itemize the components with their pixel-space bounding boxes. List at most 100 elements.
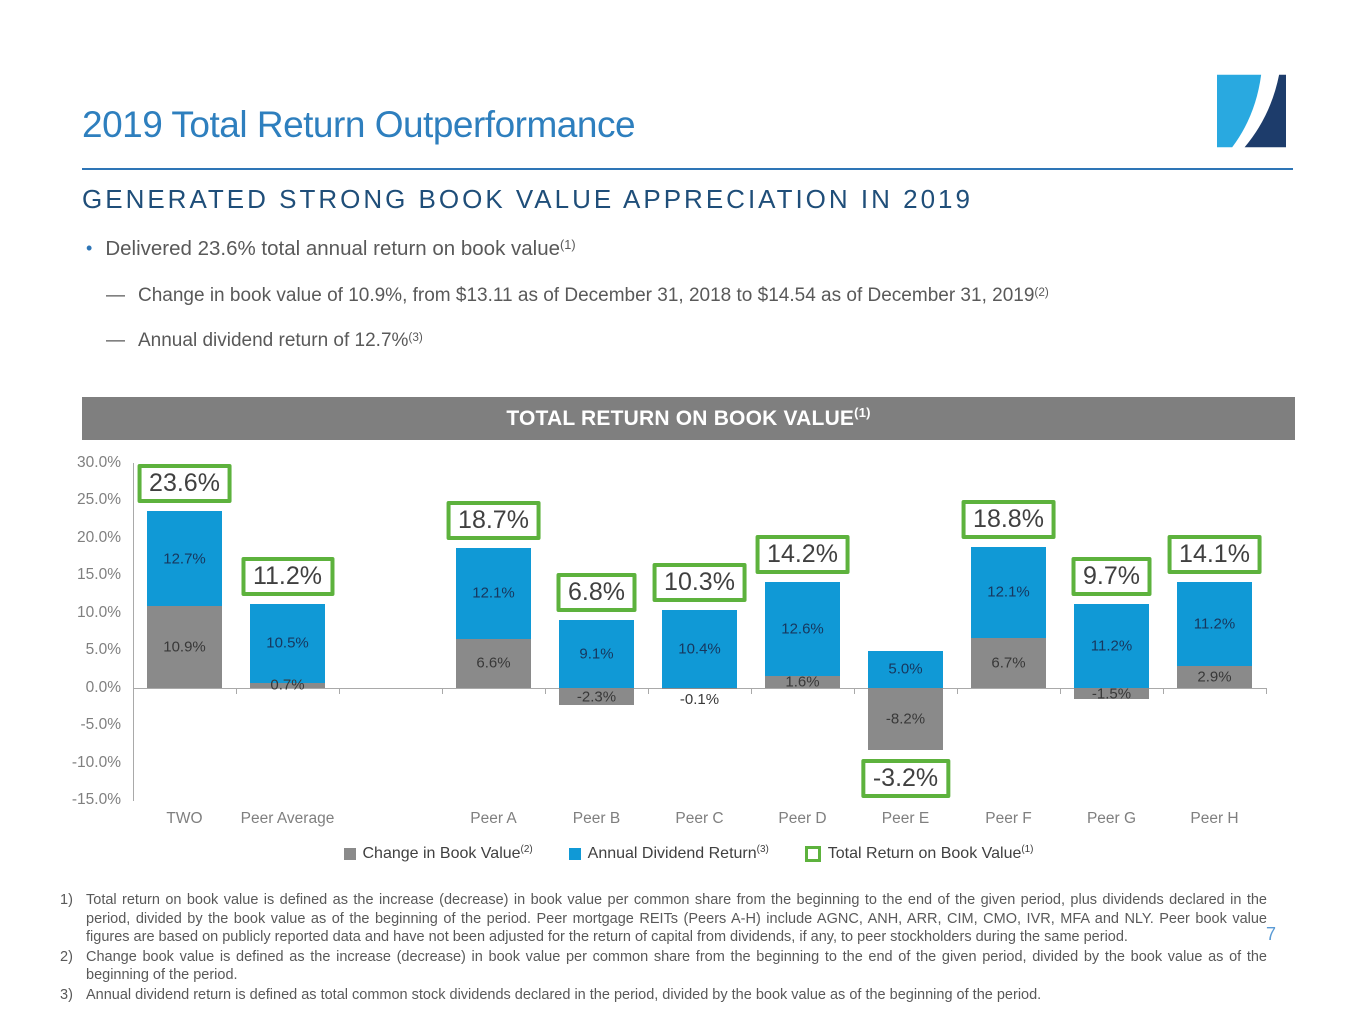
axis-tick [1060, 688, 1061, 694]
bullet-sub-1: — Change in book value of 10.9%, from $13… [106, 285, 1049, 307]
bullet-sub-2: — Annual dividend return of 12.7%(3) [106, 330, 423, 352]
x-label-peer-c: Peer C [675, 810, 724, 827]
chart-title: TOTAL RETURN ON BOOK VALUE [506, 406, 855, 430]
axis-tick [1266, 688, 1267, 694]
legend-item-annual-dividend-return: Annual Dividend Return (3) [568, 844, 769, 863]
bar-label-blue-peer-g: 11.2% [1090, 637, 1133, 655]
bar-change-in-book-value-peer-a [456, 638, 531, 688]
bar-change-in-book-value-peer-average [250, 682, 325, 688]
bar-label-gray-peer-average: 0.7% [270, 676, 305, 694]
bar-annual-dividend-return-peer-e [868, 650, 943, 688]
x-label-peer-a: Peer A [470, 810, 517, 827]
legend-swatch-gray [343, 848, 356, 860]
bar-annual-dividend-return-peer-a [456, 547, 531, 639]
dash-marker: — [106, 330, 125, 351]
footnote-text: Change book value is defined as the incr… [86, 948, 1267, 984]
bar-annual-dividend-return-peer-f [971, 547, 1046, 638]
bullet-marker: • [86, 238, 93, 258]
legend-swatch-blue [568, 848, 581, 860]
bar-label-gray-peer-g: -1.5% [1091, 685, 1132, 703]
y-tick-label: 30.0% [77, 453, 121, 471]
footnote-ref: (1) [854, 405, 871, 421]
x-axis-line [133, 688, 1266, 689]
bar-annual-dividend-return-peer-average [250, 604, 325, 683]
bar-label-blue-peer-c: 10.4% [678, 640, 721, 658]
bar-change-in-book-value-peer-e [868, 688, 943, 750]
bar-label-blue-peer-d: 12.6% [781, 620, 824, 638]
total-label-peer-g: 9.7% [1071, 557, 1152, 596]
y-tick-label: 0.0% [85, 678, 121, 696]
bullet-main: • Delivered 23.6% total annual return on … [86, 237, 576, 261]
page-number: 7 [1266, 924, 1277, 944]
x-label-peer-b: Peer B [572, 810, 621, 827]
bar-label-blue-peer-e: 5.0% [888, 660, 923, 678]
y-tick-label: 20.0% [77, 528, 121, 546]
total-label-peer-average: 11.2% [240, 557, 335, 596]
slide-subtitle: GENERATED STRONG BOOK VALUE APPRECIATION… [82, 184, 973, 214]
axis-tick [442, 688, 443, 694]
total-label-two: 23.6% [137, 464, 232, 503]
bar-label-blue-peer-average: 10.5% [266, 634, 309, 652]
total-label-peer-a: 18.7% [446, 500, 541, 540]
bar-label-gray-two: 10.9% [163, 638, 206, 656]
bar-annual-dividend-return-peer-c [662, 610, 737, 688]
total-label-peer-b: 6.8% [556, 572, 637, 612]
footnote-ref: (2) [1034, 285, 1049, 299]
page-title: 2019 Total Return Outperformance [82, 104, 636, 145]
total-label-peer-e: -3.2% [860, 758, 951, 798]
footnote-3: 3) Annual dividend return is defined as … [60, 986, 1267, 1005]
footnote-ref: (2) [520, 844, 533, 856]
bar-change-in-book-value-peer-f [971, 637, 1046, 688]
footnote-2: 2) Change book value is defined as the i… [60, 948, 1267, 985]
axis-tick [957, 688, 958, 694]
axis-tick [854, 688, 855, 694]
legend-swatch-green-outline [804, 846, 821, 862]
dash-marker: — [106, 285, 125, 306]
bullet-sub-1-text: Change in book value of 10.9%, from $13.… [138, 285, 1035, 306]
axis-tick [339, 688, 340, 694]
x-label-peer-f: Peer F [985, 810, 1032, 827]
bar-label-blue-peer-b: 9.1% [579, 645, 614, 663]
footnote-1: 1) Total return on book value is defined… [60, 891, 1267, 947]
bar-label-blue-peer-h: 11.2% [1193, 615, 1236, 633]
axis-tick [236, 688, 237, 694]
bar-label-gray-peer-b: -2.3% [576, 688, 617, 706]
footnotes: 1) Total return on book value is defined… [60, 891, 1267, 1005]
footnote-ref: (3) [408, 330, 423, 344]
bar-label-blue-two: 12.7% [163, 550, 206, 568]
y-tick-label: -10.0% [71, 753, 121, 771]
axis-tick [751, 688, 752, 694]
bar-annual-dividend-return-two [147, 511, 222, 607]
x-label-peer-h: Peer H [1190, 810, 1239, 827]
chart-legend: Change in Book Value (2) Annual Dividend … [82, 844, 1295, 863]
bar-label-gray-peer-h: 2.9% [1197, 668, 1232, 686]
footnote-text: Total return on book value is defined as… [86, 892, 1267, 946]
chart-title-bar: TOTAL RETURN ON BOOK VALUE (1) [82, 397, 1295, 440]
legend-item-change-in-book-value: Change in Book Value (2) [343, 844, 533, 863]
bar-change-in-book-value-peer-b [559, 688, 634, 706]
bar-change-in-book-value-peer-h [1177, 666, 1252, 688]
x-label-peer-d: Peer D [778, 810, 827, 827]
title-divider [82, 168, 1293, 170]
bar-label-blue-peer-a: 12.1% [472, 584, 515, 602]
y-tick-label: 5.0% [85, 641, 121, 658]
bar-annual-dividend-return-peer-d [765, 581, 840, 676]
bullet-main-text: Delivered 23.6% total annual return on b… [105, 237, 561, 260]
legend-label: Annual Dividend Return [587, 845, 757, 862]
bar-change-in-book-value-peer-c [662, 688, 737, 689]
bar-label-gray-peer-d: 1.6% [785, 673, 820, 691]
y-tick-label: -15.0% [71, 791, 121, 808]
y-axis-line [133, 463, 134, 801]
total-label-peer-f: 18.8% [961, 500, 1056, 539]
x-label-peer-g: Peer G [1086, 810, 1137, 827]
legend-item-total-return-on-book-value: Total Return on Book Value (1) [804, 844, 1033, 863]
x-label-peer-e: Peer E [881, 810, 930, 827]
legend-label: Total Return on Book Value [827, 845, 1022, 862]
bar-label-gray-peer-e: -8.2% [885, 710, 926, 728]
footnote-number: 1) [60, 892, 73, 908]
y-tick-label: 10.0% [77, 603, 121, 621]
company-logo [1217, 74, 1286, 148]
bar-change-in-book-value-peer-g [1074, 688, 1149, 700]
total-label-peer-c: 10.3% [652, 563, 747, 602]
